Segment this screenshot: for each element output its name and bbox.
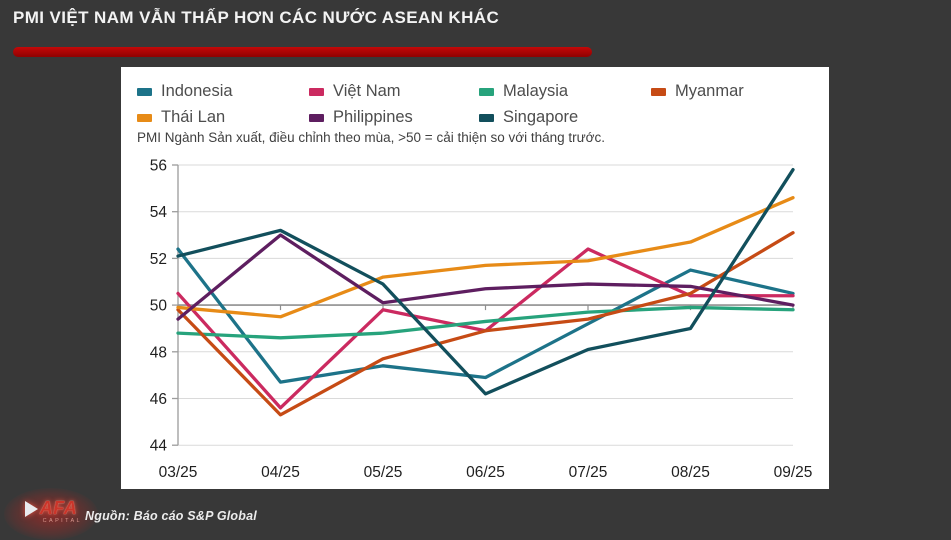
- x-tick-label: 03/25: [159, 464, 198, 481]
- series-line-singapore: [176, 168, 795, 396]
- series-line-thai-lan: [176, 196, 795, 319]
- logo-glow: [4, 488, 98, 540]
- x-tick-label: 08/25: [671, 464, 710, 481]
- legend-label: Myanmar: [675, 82, 744, 100]
- source-note: Nguồn: Báo cáo S&P Global: [85, 509, 257, 523]
- x-tick-label: 05/25: [364, 464, 403, 481]
- chart-panel: Indonesia Việt Nam Malaysia Myanmar Thái Lan…: [121, 67, 829, 489]
- y-tick-label: 54: [150, 204, 168, 221]
- y-tick-label: 48: [150, 344, 167, 361]
- series-line-indonesia: [176, 247, 795, 384]
- y-tick-label: 44: [150, 438, 168, 455]
- legend-item-singapore: Singapore: [479, 106, 651, 129]
- page-title: PMI VIỆT NAM VẪN THẤP HƠN CÁC NƯỚC ASEAN…: [13, 8, 500, 27]
- legend-swatch-thai-lan: [137, 113, 152, 122]
- y-tick-label: 50: [150, 298, 168, 315]
- y-tick-label: 46: [150, 391, 167, 408]
- legend-label: Philippines: [333, 108, 413, 126]
- safa-logo: AFA CAPITAL: [4, 488, 98, 540]
- logo-subtext: CAPITAL: [42, 518, 82, 524]
- pmi-line-chart: 56 54 52 50 48 46 44 03/25 04/25 05/25 06/25 07/25 0…: [150, 158, 813, 482]
- legend-swatch-myanmar: [651, 87, 666, 96]
- y-tick-label: 56: [150, 158, 167, 175]
- legend-label: Indonesia: [161, 82, 233, 100]
- logo-mark: AFA: [24, 498, 78, 519]
- x-tick-label: 04/25: [261, 464, 300, 481]
- title-underline-bar: [13, 47, 592, 57]
- x-tick-label: 09/25: [774, 464, 813, 481]
- logo-text: AFA: [39, 498, 78, 518]
- legend-label: Thái Lan: [161, 108, 226, 126]
- legend-swatch-philippines: [309, 113, 324, 122]
- chart-subtitle: PMI Ngành Sản xuất, điều chỉnh theo mùa,…: [137, 130, 606, 145]
- legend-item-viet-nam: Việt Nam: [309, 80, 479, 103]
- x-tick-label: 06/25: [466, 464, 505, 481]
- legend-label: Việt Nam: [333, 82, 401, 100]
- logo-triangle-icon: [24, 500, 38, 517]
- legend-swatch-singapore: [479, 113, 494, 122]
- x-tick-label: 07/25: [569, 464, 608, 481]
- legend-item-malaysia: Malaysia: [479, 80, 651, 103]
- y-tick-label: 52: [150, 251, 167, 268]
- series-line-myanmar: [176, 231, 795, 417]
- legend-swatch-viet-nam: [309, 87, 324, 96]
- series-line-philippines: [176, 233, 795, 321]
- legend-swatch-indonesia: [137, 87, 152, 96]
- legend-label: Malaysia: [503, 82, 569, 100]
- chart-legend: Indonesia Việt Nam Malaysia Myanmar Thái Lan…: [121, 67, 829, 129]
- legend-item-indonesia: Indonesia: [137, 80, 309, 103]
- legend-item-philippines: Philippines: [309, 106, 479, 129]
- legend-label: Singapore: [503, 108, 579, 126]
- legend-item-myanmar: Myanmar: [651, 80, 829, 103]
- legend-item-thai-lan: Thái Lan: [137, 106, 309, 129]
- series-line-malaysia: [176, 305, 795, 340]
- legend-swatch-malaysia: [479, 87, 494, 96]
